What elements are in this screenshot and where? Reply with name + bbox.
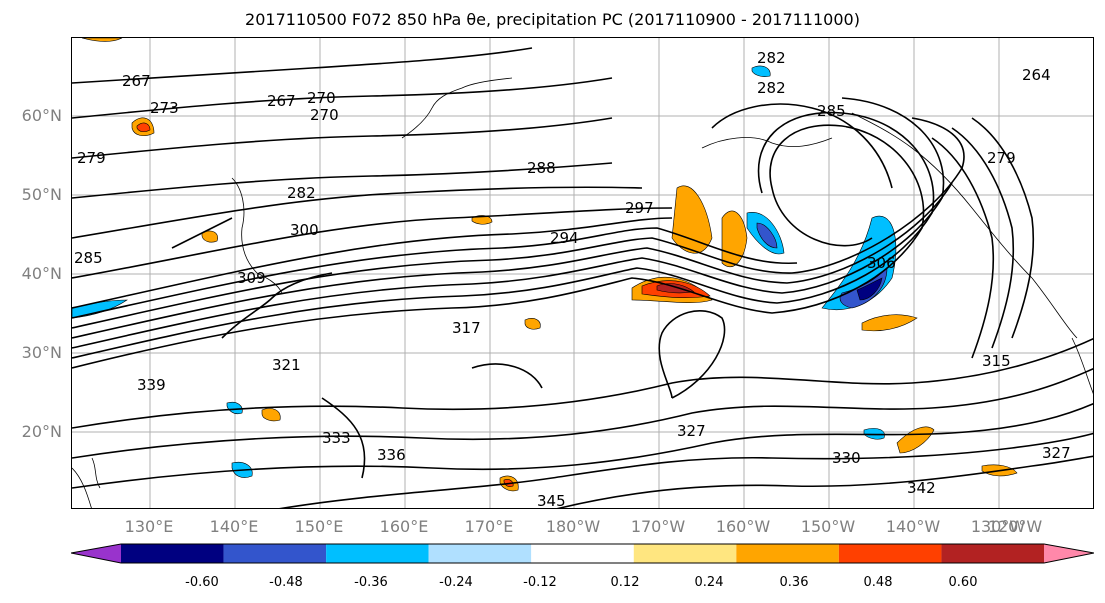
lon-label-160w: 160°W: [715, 517, 771, 536]
coastlines: [72, 77, 1093, 508]
colorbar-tick-label: 0.24: [694, 575, 724, 590]
orange-patch: [721, 210, 748, 268]
contour-label: 282: [757, 79, 786, 97]
colorbar-segment: [736, 544, 839, 563]
orange-patch: [671, 185, 713, 254]
orange-patch: [861, 314, 918, 332]
blue-patch: [756, 222, 778, 249]
colorbar-tick-label: -0.36: [354, 575, 388, 590]
lon-label-180w: 180°W: [545, 517, 601, 536]
colorbar-segment: [71, 544, 121, 563]
precip-shading: [72, 38, 1018, 492]
colorbar-segment: [941, 544, 1044, 563]
colorbar-segment: [223, 544, 327, 563]
lat-label-60n: 60°N: [21, 106, 62, 125]
lon-label-170w: 170°W: [630, 517, 686, 536]
contour-label: 285: [74, 249, 103, 267]
colorbar-segment: [428, 544, 532, 563]
colorbar-tick-label: 0.36: [779, 575, 809, 590]
orange-patch: [524, 318, 541, 330]
contour-label: 336: [377, 446, 406, 464]
contour-labels: 267 273 279 267 270 270 288 282 300 297 …: [74, 49, 1071, 509]
map-title: 2017110500 F072 850 hPa θe, precipitatio…: [245, 10, 860, 29]
contour-label: 330: [832, 449, 861, 467]
contour-label: 267: [267, 92, 296, 110]
contour-label: 342: [907, 479, 936, 497]
contour-label: 321: [272, 356, 301, 374]
lon-label-160e: 160°E: [379, 517, 429, 536]
map-canvas: 267 273 279 267 270 270 288 282 300 297 …: [72, 38, 1093, 509]
contour-label: 300: [290, 221, 319, 239]
contour-label: 306: [867, 254, 896, 272]
contour-label: 279: [987, 149, 1016, 167]
colorbar-tick-label: 0.60: [948, 575, 978, 590]
orange-patch: [896, 426, 935, 454]
contour-label: 333: [322, 429, 351, 447]
contour-label: 279: [77, 149, 106, 167]
lon-label-140e: 140°E: [209, 517, 259, 536]
contour-label: 270: [307, 89, 336, 107]
lon-label-120w: 120°W: [987, 517, 1043, 536]
orange-patch: [471, 215, 493, 225]
colorbar-segment: [326, 544, 429, 563]
contour-label: 309: [237, 269, 266, 287]
colorbar-tick-label: 0.12: [610, 575, 640, 590]
colorbar-segment: [838, 544, 942, 563]
contour-label: 327: [1042, 444, 1071, 462]
contour-label: 282: [287, 184, 316, 202]
colorbar-segment: [121, 544, 224, 563]
contour-label: 327: [677, 422, 706, 440]
orange-patch: [81, 38, 123, 42]
colorbar-segment: [531, 544, 634, 563]
contour-label: 294: [550, 229, 579, 247]
lat-label-40n: 40°N: [21, 264, 62, 283]
lon-label-130e: 130°E: [124, 517, 174, 536]
contour-label: 297: [625, 199, 654, 217]
theta-e-contours: [72, 47, 1093, 508]
contour-label: 315: [982, 352, 1011, 370]
contour-label: 345: [537, 492, 566, 509]
red-patch: [136, 122, 151, 133]
contour-label: 273: [150, 99, 179, 117]
lon-label-150e: 150°E: [294, 517, 344, 536]
lon-label-130w: 130°W: [970, 517, 1026, 536]
colorbar: [71, 543, 1094, 564]
cyan-patch: [226, 401, 243, 415]
cyan-patch: [751, 65, 771, 77]
cyan-patch: [72, 299, 128, 319]
colorbar-tick-label: 0.48: [863, 575, 893, 590]
lat-label-30n: 30°N: [21, 343, 62, 362]
contour-label: 267: [122, 72, 151, 90]
colorbar-tick-label: -0.48: [269, 575, 303, 590]
contour-label: 285: [817, 102, 846, 120]
colorbar-segment: [633, 544, 737, 563]
lat-label-20n: 20°N: [21, 422, 62, 441]
navy-patch: [856, 277, 883, 301]
lon-label-150w: 150°W: [800, 517, 856, 536]
contour-label: 282: [757, 49, 786, 67]
lon-label-170e: 170°E: [464, 517, 514, 536]
orange-patch: [201, 230, 218, 243]
colorbar-tick-label: -0.60: [185, 575, 219, 590]
lon-label-140w: 140°W: [885, 517, 941, 536]
contour-label: 270: [310, 106, 339, 124]
colorbar-tick-label: -0.12: [523, 575, 557, 590]
colorbar-segment: [1044, 544, 1094, 563]
orange-patch: [261, 408, 281, 422]
contour-label: 288: [527, 159, 556, 177]
contour-label: 339: [137, 376, 166, 394]
map-panel: 267 273 279 267 270 270 288 282 300 297 …: [71, 37, 1094, 509]
colorbar-tick-label: -0.24: [439, 575, 473, 590]
lat-label-50n: 50°N: [21, 185, 62, 204]
contour-label: 317: [452, 319, 481, 337]
colorbar-outline: [71, 543, 1094, 564]
contour-label: 264: [1022, 66, 1051, 84]
